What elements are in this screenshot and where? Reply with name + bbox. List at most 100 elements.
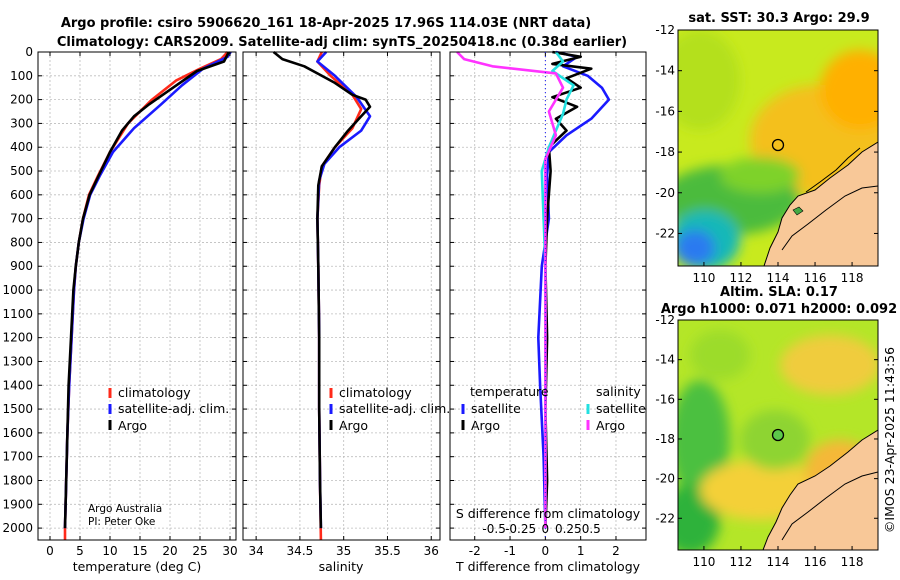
map-y-tick-label: -18 (655, 432, 675, 446)
legend-temperature-title: temperature (470, 384, 549, 399)
y-tick-label: 1500 (2, 402, 33, 416)
x-tick-label: 25 (192, 544, 207, 558)
x-tick-label: 0 (46, 544, 54, 558)
map-y-tick-label: -16 (655, 392, 675, 406)
s-tick-label: 0.25 (555, 522, 582, 536)
map-x-tick-label: 118 (841, 555, 864, 569)
y-tick-label: 200 (10, 93, 33, 107)
sst-map-axes: 110 112 114 116 118 -12 -14 -16 -18 -20 -22 (655, 23, 878, 285)
map-x-tick-label: 114 (767, 555, 790, 569)
sst-argo-float-marker (771, 138, 785, 152)
y-tick-label: 1300 (2, 354, 33, 368)
title-line-1: Argo profile: csiro 5906620_161 18-Apr-2… (61, 16, 591, 31)
sla-map-axes: 110 112 114 116 118 -12 -14 -16 -18 -20 -22 (655, 313, 878, 569)
x-tick-label: 0 (542, 544, 550, 558)
salinity-xlabel: salinity (319, 559, 364, 574)
map-y-tick-label: -12 (655, 23, 675, 37)
y-tick-label: 1100 (2, 307, 33, 321)
series-salinity-argo (456, 51, 565, 529)
x-tick-label: 36 (424, 544, 439, 558)
salinity-panel: 34 34.5 35 35.5 36 (242, 50, 441, 558)
temperature-legend: climatology satellite-adj. clim. Argo (108, 385, 229, 433)
pressure-axis: 0 100 200 300 400 500 600 700 800 900 1000 1100 1200… (2, 45, 33, 535)
map-y-tick-label: -22 (655, 226, 675, 240)
map-x-tick-label: 112 (730, 271, 753, 285)
difference-panel: -2 -1 0 1 2 -0.5 -0.25 0 0.25 0.5 (449, 50, 647, 558)
y-tick-label: 1700 (2, 450, 33, 464)
x-tick-label: 30 (222, 544, 237, 558)
y-tick-label: 500 (10, 164, 33, 178)
temperature-panel: 0 5 10 15 20 25 30 (37, 51, 238, 558)
x-tick-label: -2 (469, 544, 481, 558)
map-x-tick-label: 118 (841, 271, 864, 285)
series-climatology (63, 51, 229, 540)
sst-map-image (678, 30, 878, 266)
x-tick-label: 15 (132, 544, 147, 558)
legend-climatology: climatology (339, 385, 412, 400)
legend-argo: Argo (118, 418, 147, 433)
y-tick-label: 900 (10, 259, 33, 273)
legend-s-satellite: satellite (596, 401, 646, 416)
x-tick-label: 1 (577, 544, 585, 558)
x-tick-label: 35 (336, 544, 351, 558)
series-temperature-argo (544, 50, 593, 529)
series-argo (63, 51, 230, 529)
difference-legend: temperature satellite Argo salinity sate… (461, 384, 646, 433)
legend-satellite-adj: satellite-adj. clim. (118, 401, 229, 416)
sst-map-title: sat. SST: 30.3 Argo: 29.9 (688, 11, 869, 26)
legend-satellite-adj: satellite-adj. clim. (339, 401, 450, 416)
y-tick-label: 0 (25, 45, 33, 59)
x-tick-label: 34 (248, 544, 263, 558)
legend-climatology: climatology (118, 385, 191, 400)
panel-frame (449, 51, 647, 541)
map-x-tick-label: 114 (767, 271, 790, 285)
s-tick-label: 0 (542, 522, 550, 536)
y-tick-label: 2000 (2, 521, 33, 535)
y-tick-label: 100 (10, 69, 33, 83)
sdiff-xlabel: S difference from climatology (456, 506, 641, 521)
imos-watermark: ©IMOS 23-Apr-2025 11:43:56 (882, 347, 897, 533)
sla-map-title-2: Argo h1000: 0.071 h2000: 0.092 (661, 302, 897, 317)
map-x-tick-label: 110 (692, 555, 715, 569)
legend-argo: Argo (339, 418, 368, 433)
credit-line-1: Argo Australia (88, 503, 162, 515)
x-tick-label: -1 (504, 544, 516, 558)
salinity-legend: climatology satellite-adj. clim. Argo (329, 385, 450, 433)
map-x-tick-label: 116 (804, 271, 827, 285)
map-x-tick-label: 116 (804, 555, 827, 569)
y-tick-label: 1900 (2, 497, 33, 511)
sla-argo-float-marker (771, 428, 785, 442)
s-tick-label: -0.25 (505, 522, 536, 536)
sla-map-title-1: Altim. SLA: 0.17 (720, 285, 838, 300)
y-tick-label: 400 (10, 140, 33, 154)
x-tick-label: 35.5 (374, 544, 401, 558)
map-y-tick-label: -22 (655, 511, 675, 525)
credit-line-2: PI: Peter Oke (88, 516, 155, 528)
y-tick-label: 1000 (2, 283, 33, 297)
series-temperature-satellite (537, 50, 611, 529)
legend-salinity-title: salinity (596, 384, 641, 399)
temperature-xlabel: temperature (deg C) (73, 559, 202, 574)
y-tick-label: 600 (10, 188, 33, 202)
panel-frame (242, 51, 441, 541)
y-tick-label: 1200 (2, 331, 33, 345)
y-tick-label: 700 (10, 212, 33, 226)
map-y-tick-label: -14 (655, 64, 675, 78)
y-tick-label: 1800 (2, 473, 33, 487)
x-tick-label: 5 (76, 544, 84, 558)
map-y-tick-label: -18 (655, 145, 675, 159)
map-y-tick-label: -12 (655, 313, 675, 327)
s-tick-label: 0.5 (582, 522, 601, 536)
y-tick-label: 1600 (2, 426, 33, 440)
map-y-tick-label: -16 (655, 104, 675, 118)
y-tick-label: 800 (10, 235, 33, 249)
s-tick-label: -0.5 (482, 522, 505, 536)
y-tick-label: 300 (10, 116, 33, 130)
map-y-tick-label: -14 (655, 353, 675, 367)
x-tick-label: 20 (162, 544, 177, 558)
map-y-tick-label: -20 (655, 472, 675, 486)
map-x-tick-label: 110 (692, 271, 715, 285)
x-tick-label: 2 (612, 544, 620, 558)
map-x-tick-label: 112 (730, 555, 753, 569)
